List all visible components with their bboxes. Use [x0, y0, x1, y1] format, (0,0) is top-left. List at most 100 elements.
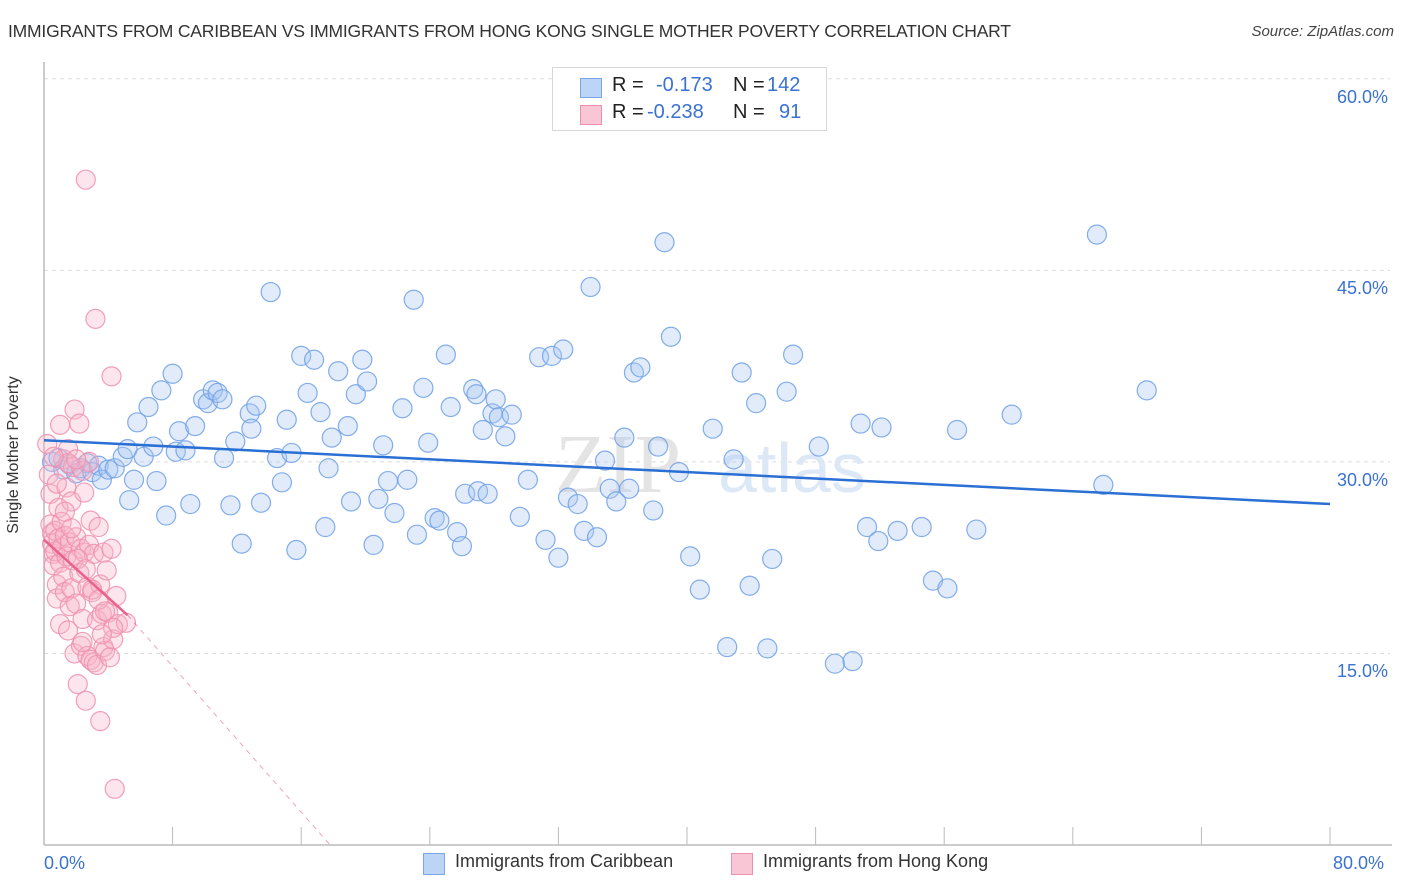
caribbean-point — [548, 547, 569, 568]
hongkong-point — [53, 566, 74, 587]
caribbean-point — [271, 472, 293, 493]
caribbean-point — [328, 361, 349, 382]
caribbean-point — [318, 458, 339, 479]
caribbean-point — [488, 407, 510, 428]
hongkong-point — [74, 482, 95, 503]
hongkong-point — [61, 518, 82, 539]
hongkong-point — [82, 579, 103, 600]
hongkong-point — [103, 617, 124, 639]
caribbean-point — [151, 380, 172, 401]
caribbean-point — [824, 653, 845, 674]
caribbean-trend-line — [43, 438, 1331, 506]
caribbean-point — [937, 578, 958, 599]
caribbean-point — [260, 281, 281, 303]
hongkong-point — [72, 608, 93, 630]
trend-lines — [43, 438, 1331, 846]
caribbean-point — [776, 381, 797, 402]
n-label: N = — [733, 101, 765, 123]
caribbean-point — [717, 636, 738, 658]
caribbean-point — [501, 404, 522, 425]
hongkong-point — [72, 631, 93, 653]
caribbean-point — [808, 436, 829, 457]
r-label: R = — [612, 101, 644, 123]
caribbean-point — [225, 431, 246, 452]
stats-legend: R = -0.173 N = 142 R = -0.238 N = 91 — [552, 67, 827, 131]
hongkong-point — [75, 169, 96, 190]
r-value: -0.238 — [647, 101, 704, 123]
caribbean-point — [643, 500, 664, 521]
caribbean-point — [580, 276, 601, 298]
caribbean-point — [509, 506, 530, 527]
caribbean-point — [680, 546, 701, 567]
caribbean-point — [241, 418, 262, 439]
caribbean-point — [782, 344, 804, 365]
caribbean-point — [345, 384, 366, 405]
legend-row-caribbean: R = -0.173 N = 142 — [553, 74, 826, 102]
n-label: N = — [733, 74, 765, 96]
caribbean-point — [337, 416, 358, 437]
caribbean-point — [455, 483, 476, 504]
caribbean-point — [871, 417, 892, 438]
hongkong-point — [96, 560, 117, 581]
hongkong-point — [67, 673, 88, 695]
hongkong-point — [46, 473, 67, 494]
hongkong-point — [99, 647, 121, 668]
caribbean-point — [315, 516, 336, 538]
hongkong-point — [80, 510, 101, 531]
caribbean-point — [466, 384, 487, 405]
caribbean-point — [310, 401, 331, 423]
y-tick-label: 60.0% — [1337, 86, 1389, 107]
caribbean-point — [842, 651, 863, 672]
caribbean-point — [98, 459, 119, 480]
caribbean-point — [392, 398, 413, 419]
caribbean-point — [647, 436, 669, 457]
hongkong-legend-label: Immigrants from Hong Kong — [763, 851, 989, 871]
hongkong-point — [49, 613, 71, 635]
hongkong-point — [90, 711, 111, 732]
caribbean-point — [156, 505, 177, 526]
caribbean-point — [911, 516, 932, 538]
caribbean-point — [689, 579, 710, 600]
caribbean-point — [276, 409, 297, 430]
caribbean-point — [495, 426, 516, 447]
hongkong-point — [78, 451, 100, 472]
hongkong-point — [37, 433, 58, 455]
caribbean-point — [606, 491, 627, 512]
n-value: 91 — [779, 101, 802, 123]
watermark-atlas: atlas — [718, 429, 866, 507]
caribbean-point — [702, 418, 723, 439]
caribbean-point — [373, 435, 394, 456]
hongkong-point — [69, 413, 90, 434]
caribbean-point — [1093, 474, 1114, 495]
y-tick-label: 30.0% — [1337, 469, 1389, 490]
hongkong-point — [101, 538, 122, 559]
grid-lines — [44, 78, 1390, 654]
caribbean-point — [654, 232, 675, 253]
caribbean-point — [429, 510, 450, 531]
caribbean-point — [535, 529, 556, 550]
caribbean-point — [168, 421, 190, 442]
caribbean-point — [162, 363, 183, 384]
caribbean-point — [286, 539, 307, 561]
caribbean-point — [321, 427, 342, 448]
hongkong-point — [94, 601, 116, 622]
legend-row-hongkong: R = -0.238 N = 91 — [553, 101, 826, 129]
caribbean-point — [746, 393, 767, 414]
chart-title: IMMIGRANTS FROM CARIBBEAN VS IMMIGRANTS … — [8, 21, 1011, 41]
hongkong-point — [101, 366, 122, 387]
watermark-zip: ZIP — [555, 418, 681, 511]
hongkong-points — [37, 169, 137, 799]
caribbean-point — [574, 520, 595, 541]
caribbean-point — [231, 533, 252, 554]
caribbean-point — [175, 440, 196, 461]
caribbean-point — [594, 450, 616, 471]
caribbean-point — [418, 432, 439, 453]
caribbean-point — [213, 447, 235, 469]
hongkong-legend-swatch — [731, 853, 753, 875]
caribbean-point — [614, 427, 635, 448]
caribbean-point — [435, 344, 456, 365]
r-label: R = — [612, 74, 644, 96]
caribbean-point — [104, 458, 125, 479]
caribbean-point — [850, 413, 871, 434]
